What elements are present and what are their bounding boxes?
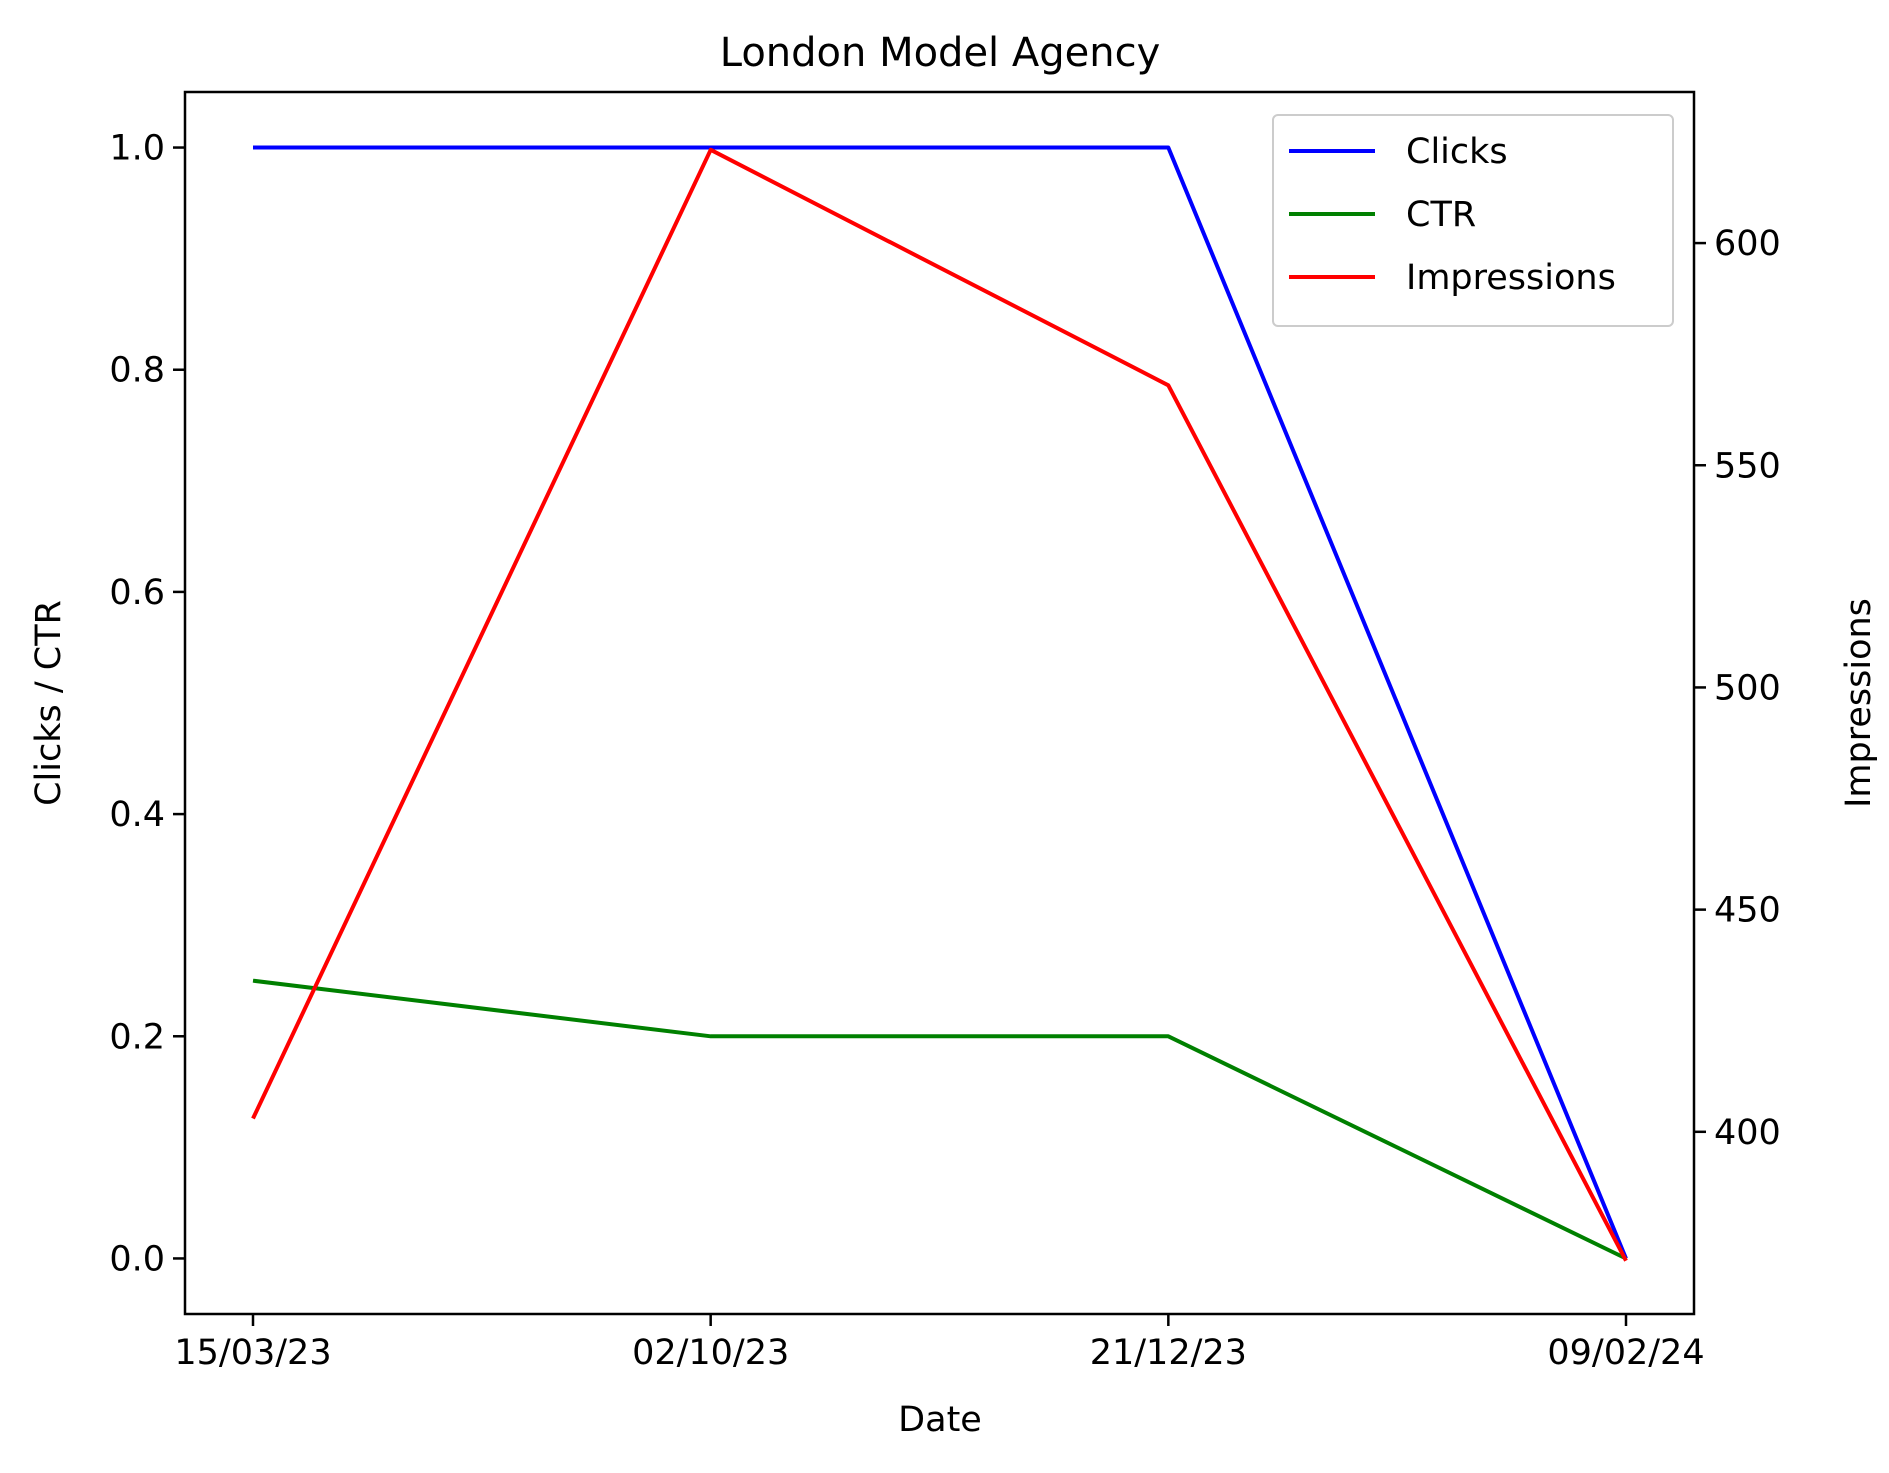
y2-tick-label: 600 — [1714, 224, 1781, 264]
x-tick-label: 15/03/23 — [174, 1333, 331, 1373]
y2-tick-label: 400 — [1714, 1113, 1781, 1153]
legend-label-clicks: Clicks — [1406, 132, 1508, 172]
x-tick-label: 21/12/23 — [1090, 1333, 1247, 1373]
left-axis: 0.0 0.2 0.4 0.6 0.8 1.0 — [109, 129, 185, 1279]
y2-tick-label: 500 — [1714, 668, 1781, 708]
y-tick-label: 0.4 — [109, 795, 165, 835]
y2-tick-label: 450 — [1714, 891, 1781, 931]
y2-axis-label: Impressions — [1839, 598, 1879, 808]
series-layer — [251, 145, 1628, 1262]
y-tick-label: 0.6 — [109, 573, 165, 613]
y-tick-label: 0.0 — [109, 1239, 165, 1279]
x-axis: 15/03/23 02/10/23 21/12/23 09/02/24 — [174, 1314, 1705, 1373]
y-tick-label: 0.2 — [109, 1017, 165, 1057]
y-tick-label: 1.0 — [109, 129, 165, 169]
x-tick-label: 09/02/24 — [1547, 1333, 1704, 1373]
y-axis-label: Clicks / CTR — [29, 600, 69, 806]
legend-box — [1272, 114, 1674, 327]
legend: Clicks CTR Impressions — [1272, 114, 1674, 327]
plot-area-frame — [183, 90, 1696, 1316]
series-line-clicks — [253, 145, 1628, 1260]
legend-label-impressions: Impressions — [1406, 258, 1616, 298]
x-tick-label: 02/10/23 — [632, 1333, 789, 1373]
y2-tick-label: 550 — [1714, 446, 1781, 486]
series-line-impressions — [251, 147, 1628, 1262]
chart-title: London Model Agency — [720, 30, 1161, 76]
right-axis: 400 450 500 550 600 — [1694, 224, 1781, 1153]
series-line-ctr — [252, 978, 1627, 1261]
legend-label-ctr: CTR — [1406, 195, 1476, 235]
y-tick-label: 0.8 — [109, 351, 165, 391]
x-axis-label: Date — [898, 1400, 982, 1440]
